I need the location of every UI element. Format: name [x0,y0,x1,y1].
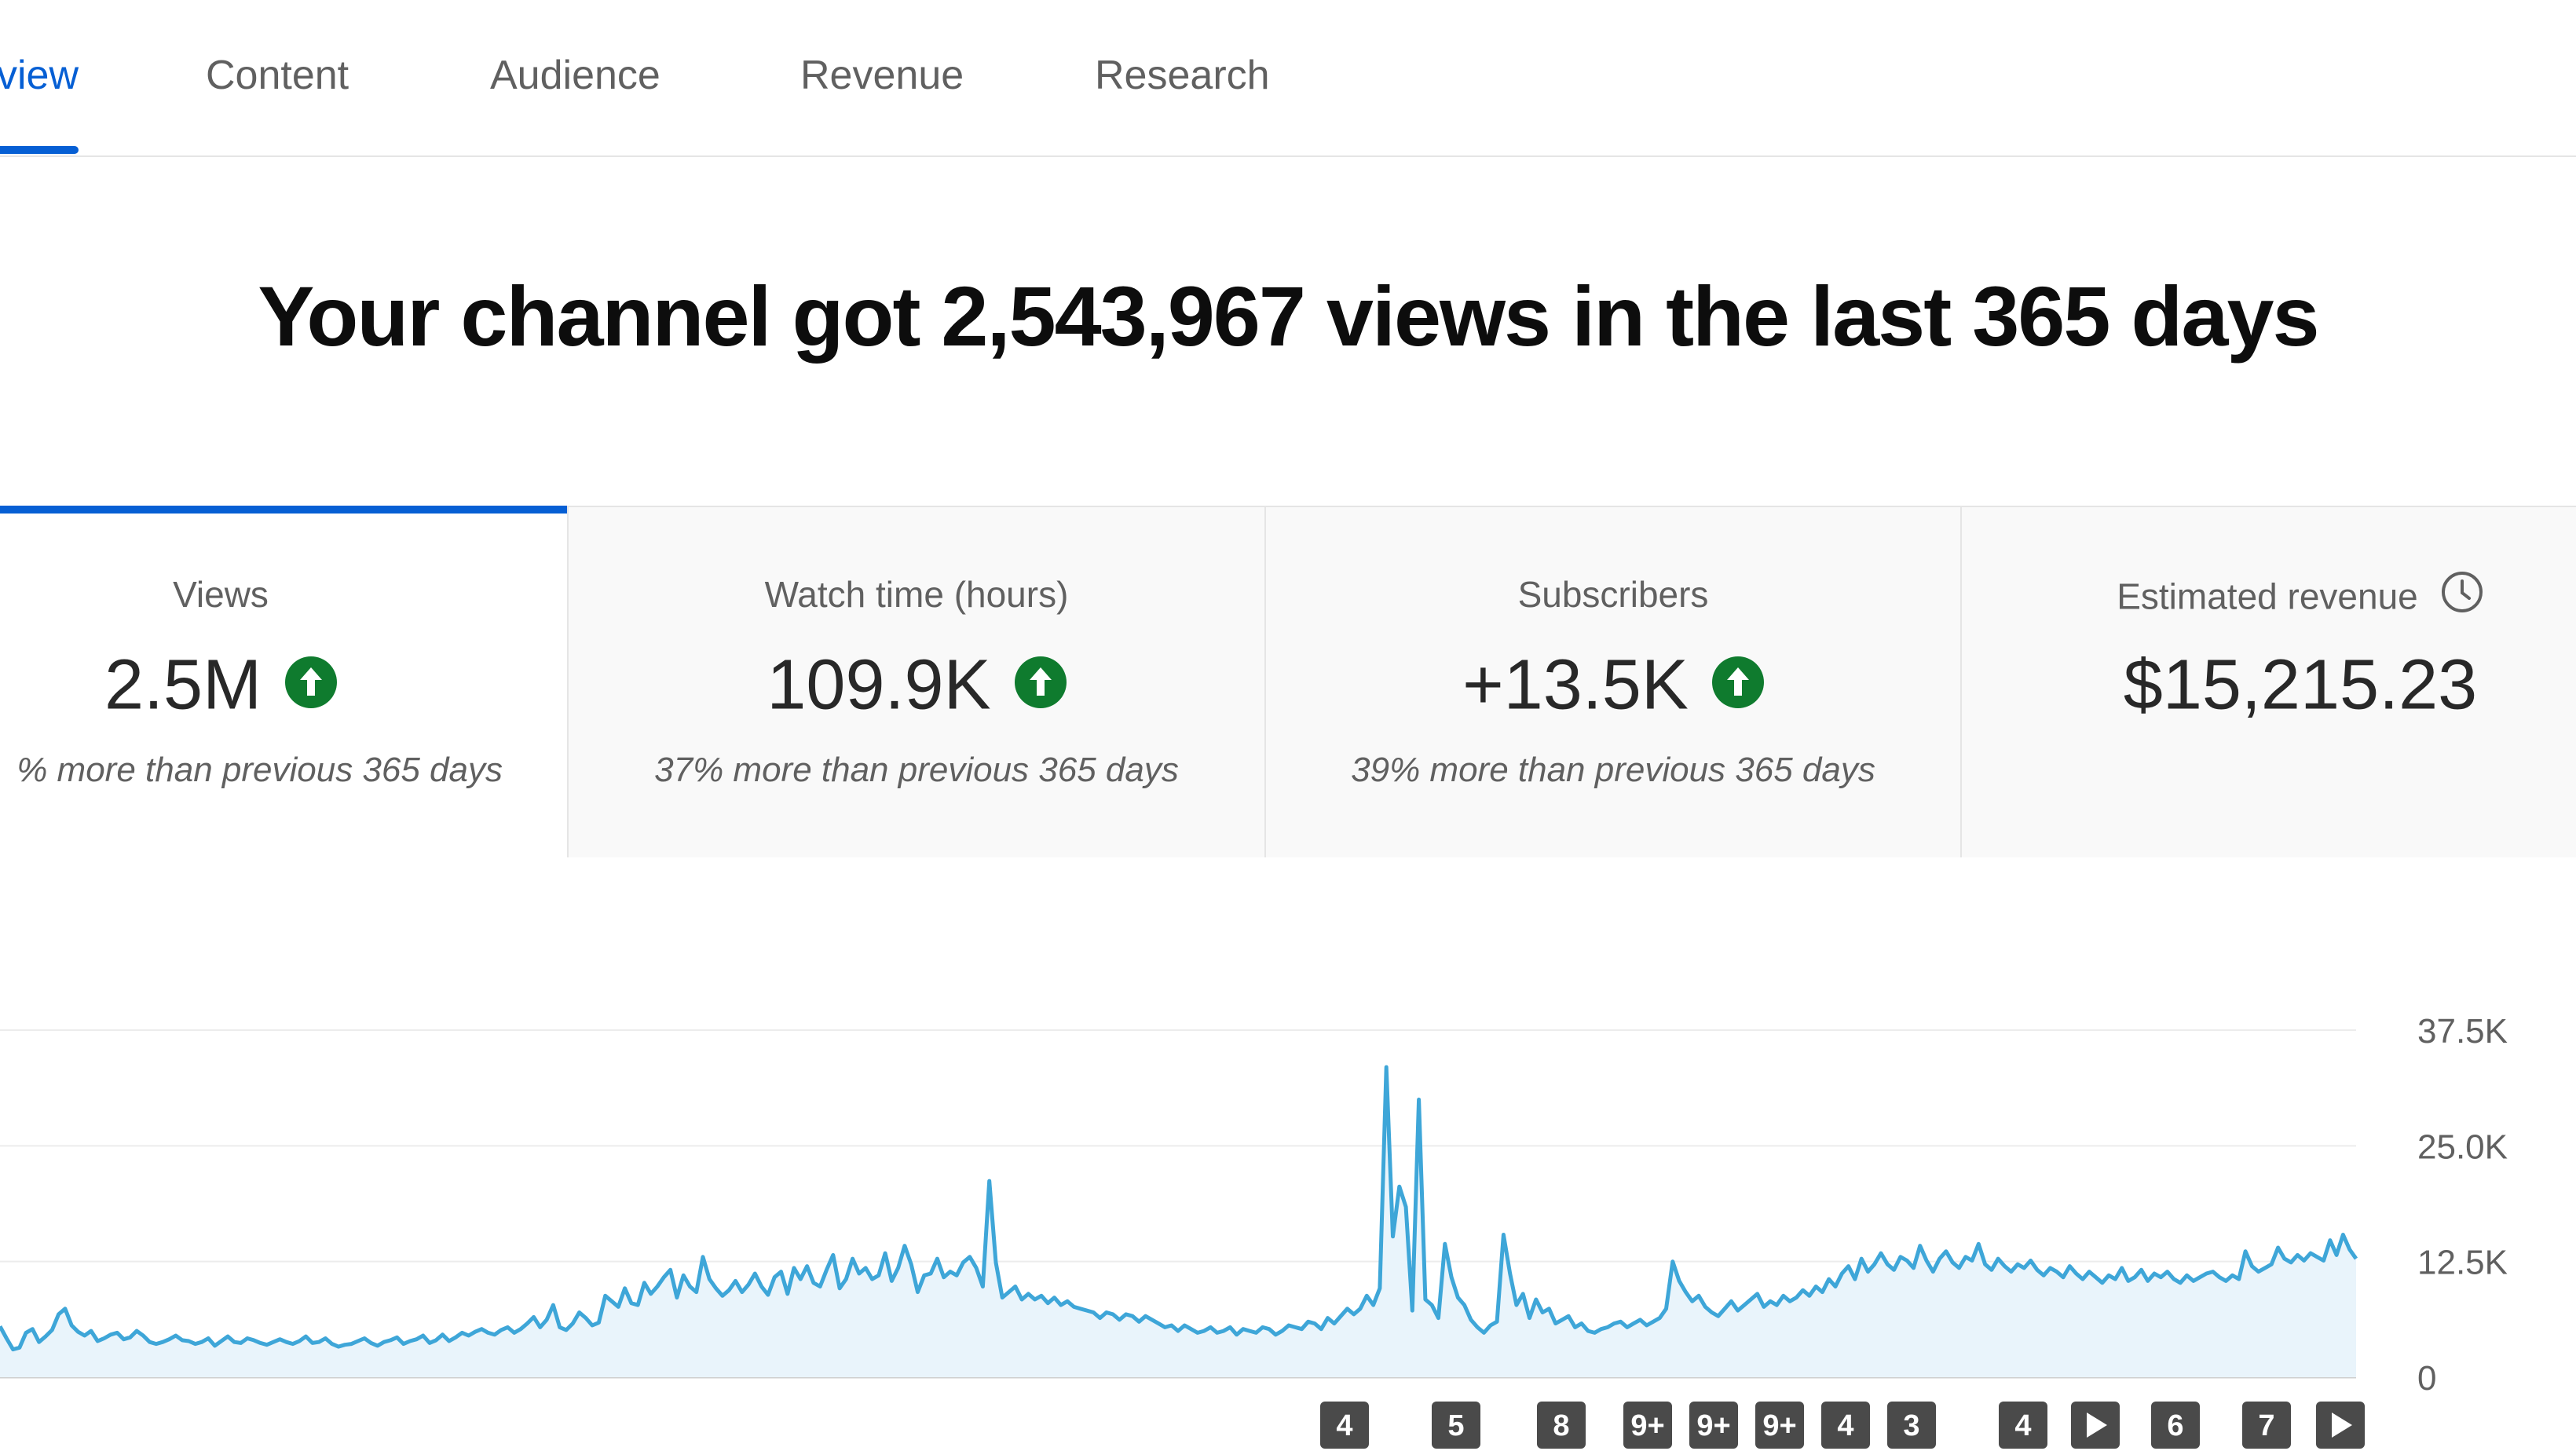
views-area [0,1067,2356,1377]
trend-up-icon [1014,656,1067,709]
metric-label: Watch time (hours) [764,574,1069,615]
badge-count: 5 [1447,1409,1464,1442]
badge-count: 9+ [1630,1409,1664,1442]
metric-value: +13.5K [1266,641,1960,726]
metric-value: $15,215.23 [1993,641,2576,726]
views-line[interactable] [0,1065,2358,1352]
y-tick-label: 25.0K [2417,1128,2508,1166]
video-count-badge[interactable]: 4 [1821,1402,1870,1449]
badge-background [1887,1402,1936,1449]
metric-value-text: 109.9K [767,645,991,725]
metric-comparison: 37% more than previous 365 days [654,751,1179,789]
tab-content[interactable]: Content [206,53,349,98]
tab-overview[interactable]: view [0,53,79,98]
metric-label-text: Estimated revenue [2117,576,2418,617]
views-chart: 0 12.5K 25.0K 37.5K 4 5 8 9+ 9+ 9+ 4 3 4 6 7 [0,974,2576,1451]
metric-label: Views [173,574,269,615]
metric-value-text: $15,215.23 [2123,645,2478,725]
badge-background [1432,1402,1480,1449]
badge-count: 8 [1553,1409,1569,1442]
video-count-badge[interactable]: 6 [2151,1402,2200,1449]
y-tick-label: 12.5K [2417,1244,2508,1282]
video-count-badge[interactable]: 4 [1320,1402,1369,1449]
video-count-badge[interactable]: 9+ [1623,1402,1672,1449]
badge-count: 9+ [1762,1409,1796,1442]
badge-count: 4 [2014,1409,2031,1442]
metric-value-text: 2.5M [104,645,262,725]
trend-up-icon [1711,656,1764,709]
badge-background [1320,1402,1369,1449]
badge-count: 4 [1336,1409,1352,1442]
badge-count: 3 [1903,1409,1919,1442]
tab-research[interactable]: Research [1095,53,1270,98]
video-count-badge[interactable]: 8 [1537,1402,1586,1449]
play-icon [2087,1413,2107,1438]
badge-count: 4 [1837,1409,1853,1442]
trend-up-icon [285,656,338,709]
metric-card-revenue[interactable]: Estimated revenue $15,215.23 [1962,507,2576,857]
badge-background [1999,1402,2047,1449]
metric-label: Subscribers [1517,574,1709,615]
clock-icon[interactable] [2440,570,2484,623]
play-icon [2332,1413,2352,1438]
badge-background [1623,1402,1672,1449]
video-count-badge[interactable]: 3 [1887,1402,1936,1449]
badge-count: 6 [2167,1409,2183,1442]
video-count-badge[interactable]: 4 [1999,1402,2047,1449]
video-count-badge[interactable]: 9+ [1689,1402,1738,1449]
metric-cards: Views 2.5M % more than previous 365 days… [0,506,2576,857]
metric-comparison: 39% more than previous 365 days [1351,751,1875,789]
metric-value: 2.5M [0,641,504,726]
metric-comparison: % more than previous 365 days [16,751,503,789]
video-count-badge[interactable]: 9+ [1755,1402,1804,1449]
badge-count: 9+ [1696,1409,1730,1442]
y-tick-label: 37.5K [2417,1012,2508,1051]
tab-revenue[interactable]: Revenue [800,53,964,98]
metric-card-views[interactable]: Views 2.5M % more than previous 365 days [0,506,569,857]
page-headline: Your channel got 2,543,967 views in the … [258,269,2319,364]
badge-background [1537,1402,1586,1449]
video-count-badge[interactable]: 7 [2242,1402,2291,1449]
metric-label: Estimated revenue [1993,570,2576,626]
badge-background [1755,1402,1804,1449]
badge-background [1821,1402,1870,1449]
analytics-tab-bar: view Content Audience Revenue Research [0,0,2576,157]
metric-value: 109.9K [569,641,1264,726]
metric-value-text: +13.5K [1462,645,1689,725]
video-marker-play-icon[interactable] [2316,1402,2365,1449]
metric-card-watch-time[interactable]: Watch time (hours) 109.9K 37% more than … [569,507,1266,857]
badge-background [1689,1402,1738,1449]
video-marker-play-icon[interactable] [2071,1402,2120,1449]
y-tick-label: 0 [2417,1359,2436,1398]
badge-background [2151,1402,2200,1449]
video-count-badge[interactable]: 5 [1432,1402,1480,1449]
badge-background [2242,1402,2291,1449]
views-chart-svg: 0 12.5K 25.0K 37.5K 4 5 8 9+ 9+ 9+ 4 3 4 6 7 [0,1012,2508,1449]
active-tab-indicator [0,146,79,154]
tab-audience[interactable]: Audience [490,53,660,98]
badge-count: 7 [2258,1409,2274,1442]
metric-card-subscribers[interactable]: Subscribers +13.5K 39% more than previou… [1266,507,1962,857]
active-card-indicator [0,506,567,514]
